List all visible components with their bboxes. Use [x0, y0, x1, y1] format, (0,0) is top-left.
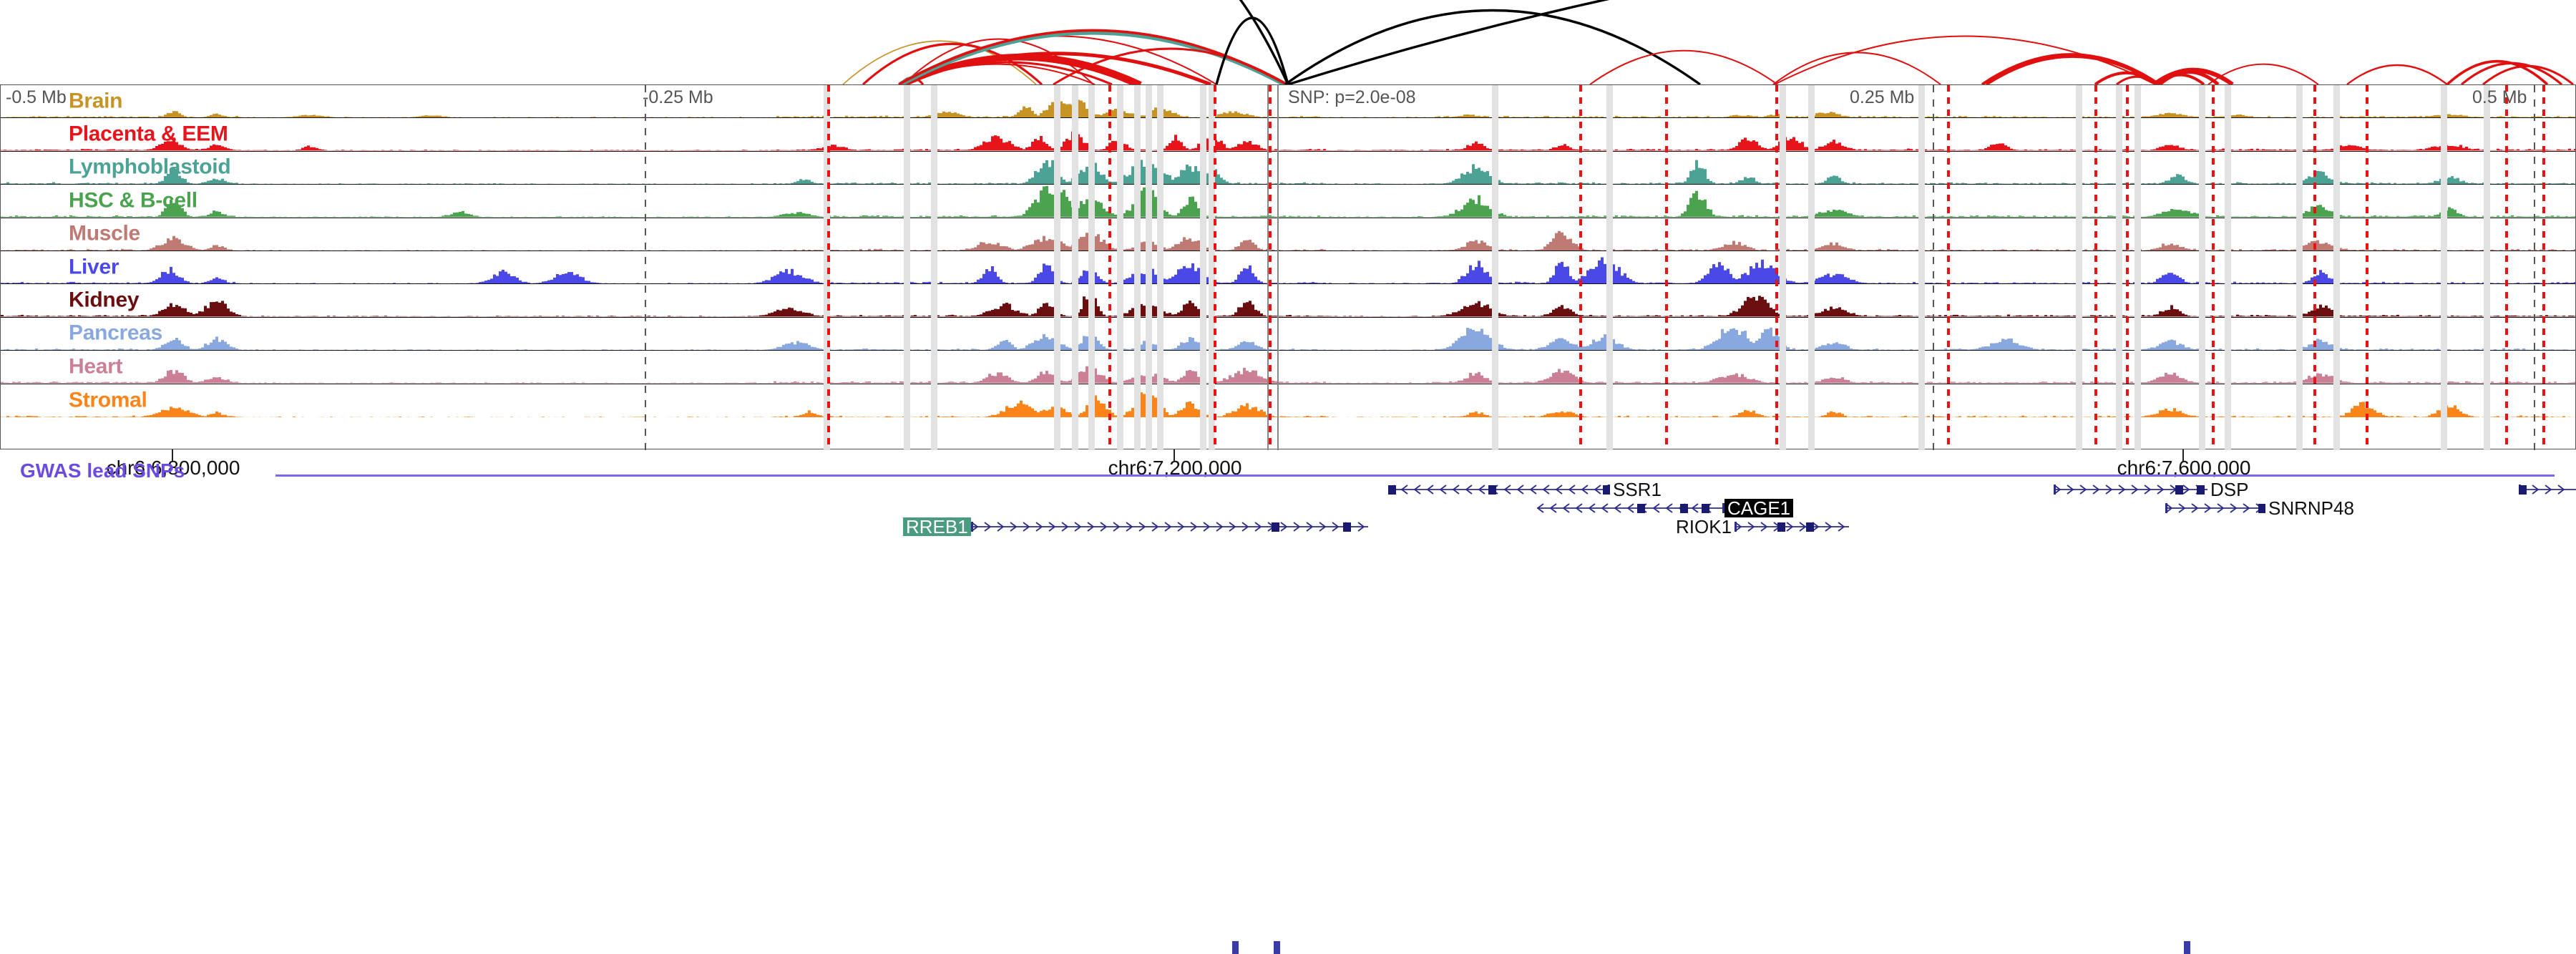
axis-tick-label: 0.25 Mb: [1850, 87, 1915, 107]
gene-body: [1537, 501, 1724, 515]
ruler-tick: [172, 449, 173, 461]
interaction-arc: [1772, 52, 1941, 84]
gene-name-label: RIOK1: [1676, 516, 1732, 537]
long-range-interaction-arc: [1239, 0, 1289, 84]
gene-row: SSR1 DSP BMP6: [0, 479, 2576, 500]
gene-model-RIOK1[interactable]: RIOK1: [1673, 516, 1850, 537]
gene-body: [1735, 520, 1850, 534]
gene-name-label: RREB1: [903, 517, 971, 536]
ruler-position-label: chr6:6,800,000: [106, 457, 240, 479]
signal-track-liver[interactable]: Liver: [1, 251, 2575, 285]
long-range-interaction-arc: [1287, 0, 1610, 84]
gene-model-DSP[interactable]: DSP: [2054, 479, 2251, 500]
interaction-arc: [2446, 59, 2549, 84]
interaction-arc: [2116, 75, 2157, 84]
gwas-track-line: [275, 474, 2555, 477]
signal-track-pancreas[interactable]: Pancreas: [1, 318, 2575, 351]
gene-row: RREB1 RIOK1: [0, 516, 2576, 537]
gene-body: [970, 520, 1368, 534]
gene-body: [2054, 482, 2207, 497]
gwas-lead-snp-marker[interactable]: [2184, 941, 2190, 954]
interaction-arc: [2158, 69, 2220, 84]
signal-profile: [1, 230, 2575, 250]
interaction-arc: [1215, 16, 1289, 84]
gene-model-CAGE1[interactable]: CAGE1: [1537, 499, 1794, 517]
interaction-arc: [1589, 49, 1778, 84]
gene-annotation-track[interactable]: SSR1 DSP BMP6 CAGE1 SNRNP48 RREB1 RIOK1: [0, 479, 2576, 537]
signal-track-heart[interactable]: Heart: [1, 351, 2575, 384]
interaction-arc: [2460, 62, 2563, 84]
gene-row: CAGE1 SNRNP48: [0, 497, 2576, 519]
gene-name-label: SSR1: [1613, 479, 1662, 500]
interaction-arc: [898, 63, 1096, 84]
signal-profile: [1, 257, 2575, 284]
gene-name-label: DSP: [2210, 479, 2249, 500]
interaction-arc: [1053, 47, 1287, 84]
interaction-arc: [1985, 54, 2160, 84]
signal-track-hsc-b-cell[interactable]: HSC & B-cell: [1, 185, 2575, 218]
signal-track-kidney[interactable]: Kidney: [1, 284, 2575, 318]
signal-profile: [1, 366, 2575, 384]
interaction-arc: [1774, 35, 2156, 84]
ruler-tick: [1174, 449, 1175, 461]
gene-name-label: CAGE1: [1724, 499, 1794, 517]
signal-profile: [1, 157, 2575, 185]
gene-model-SNRNP48[interactable]: SNRNP48: [2165, 497, 2357, 519]
gene-model-BMP6[interactable]: BMP6: [2519, 481, 2576, 498]
signal-track-placenta-eem[interactable]: Placenta & EEM: [1, 118, 2575, 152]
gwas-lead-snp-marker[interactable]: [1232, 941, 1239, 954]
chromatin-interaction-arcs: [0, 0, 2576, 84]
signal-profile: [1, 185, 2575, 218]
signal-profile: [1, 287, 2575, 317]
signal-track-stromal[interactable]: Stromal: [1, 384, 2575, 417]
signal-track-muscle[interactable]: Muscle: [1, 218, 2575, 251]
signal-profile: [1, 131, 2575, 151]
signal-track-lymphoblastoid[interactable]: Lymphoblastoid: [1, 152, 2575, 185]
gene-model-RREB1[interactable]: RREB1: [903, 517, 1368, 536]
gene-body: [2519, 482, 2576, 497]
gene-model-SSR1[interactable]: SSR1: [1388, 479, 1664, 500]
signal-track-panel[interactable]: Brain Placenta & EEM Lymphoblastoid HSC & B…: [0, 84, 2576, 450]
gwas-lead-snp-marker[interactable]: [1274, 941, 1280, 954]
gene-name-label: SNRNP48: [2268, 497, 2354, 519]
ruler-tick: [2182, 449, 2184, 461]
signal-profile: [1, 327, 2575, 351]
snp-pvalue-annotation: SNP: p=2.0e-08: [1288, 87, 1416, 107]
interaction-arc: [902, 38, 1094, 84]
signal-profile: [1, 389, 2575, 417]
gene-body: [1388, 482, 1610, 497]
axis-tick-label: 0.5 Mb: [2472, 87, 2527, 107]
interaction-arc: [2482, 65, 2574, 84]
axis-tick-label: -0.5 Mb: [6, 87, 67, 107]
axis-tick-label: -0.25 Mb: [643, 87, 713, 107]
interaction-arc: [2207, 63, 2319, 84]
tracks-container: Brain Placenta & EEM Lymphoblastoid HSC & B…: [1, 85, 2575, 417]
interaction-arc: [2346, 64, 2448, 84]
gene-body: [2165, 501, 2265, 515]
interaction-arc: [1284, 9, 1701, 84]
gwas-lead-snps-label: GWAS lead SNPs: [20, 459, 185, 482]
interaction-arc: [862, 42, 1043, 84]
